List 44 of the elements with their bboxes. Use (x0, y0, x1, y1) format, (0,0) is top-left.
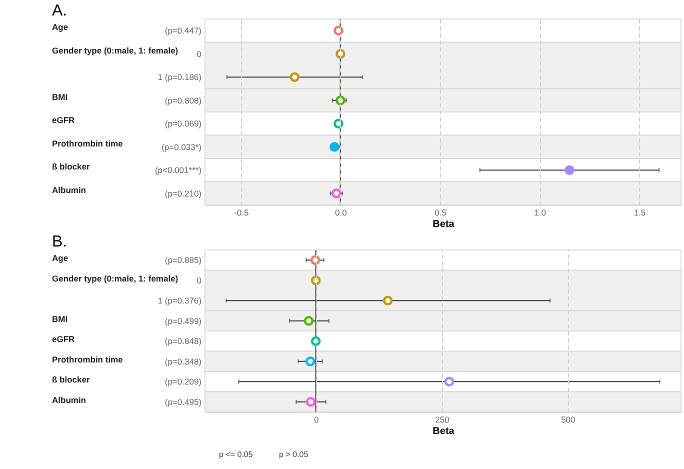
text: BMI (52, 314, 68, 324)
x-axis-title: Beta (432, 219, 455, 230)
y-tick-label: 1 (p=0.186) (158, 72, 202, 82)
text: Age (52, 22, 68, 32)
y-tick-label: 0 (196, 48, 202, 59)
y-tick-label: (p=0.495) (164, 396, 202, 407)
x-tick-label: 500 (561, 414, 576, 424)
y-tick-label: (p=0.069) (164, 118, 202, 129)
text: Prothrombin time (52, 138, 124, 148)
text: ß blocker (52, 162, 90, 172)
text: BMI (52, 92, 68, 102)
text: eGFR (52, 334, 75, 344)
y-tick-label: (p=0.210) (164, 188, 202, 198)
y-tick-label: (p=0.499) (164, 316, 202, 326)
text: Albumin (52, 394, 86, 405)
x-tick-label: 0.5 (434, 208, 447, 218)
y-tick-label: (p=0.348) (164, 356, 202, 366)
x-tick-label: 1.5 (634, 208, 646, 218)
text: Albumin (52, 184, 86, 195)
text: Gender type (0:male, 1: female) (52, 273, 178, 284)
text: Prothrombin time (52, 354, 124, 364)
text: B. (52, 233, 68, 250)
x-tick-label: 0 (314, 414, 319, 424)
y-tick-label: (p=0.808) (164, 95, 202, 106)
text: Gender type (0:male, 1: female) (52, 45, 178, 56)
text: Age (52, 253, 68, 263)
text: ß blocker (52, 374, 90, 384)
text: A. (52, 2, 68, 20)
y-tick-label: (p=0.209) (164, 376, 202, 387)
y-tick-label: (p<0.001***) (154, 165, 202, 176)
y-tick-label: 0 (196, 275, 202, 286)
text: p > 0.05 (279, 450, 309, 460)
x-tick-label: 250 (435, 414, 450, 424)
y-tick-label: (p=0.033*) (162, 142, 202, 152)
text: p <= 0.05 (219, 450, 254, 460)
x-tick-label: 0.0 (335, 208, 348, 218)
x-tick-label: 1.0 (534, 208, 546, 218)
x-tick-label: -0.5 (234, 208, 249, 218)
x-axis-title: Beta (432, 426, 455, 437)
y-tick-label: (p=0.885) (164, 255, 202, 266)
text: eGFR (52, 115, 75, 125)
y-tick-label: (p=0.848) (164, 336, 202, 346)
y-tick-label: 1 (p=0.376) (158, 296, 202, 306)
y-tick-label: (p=0.447) (164, 26, 202, 36)
